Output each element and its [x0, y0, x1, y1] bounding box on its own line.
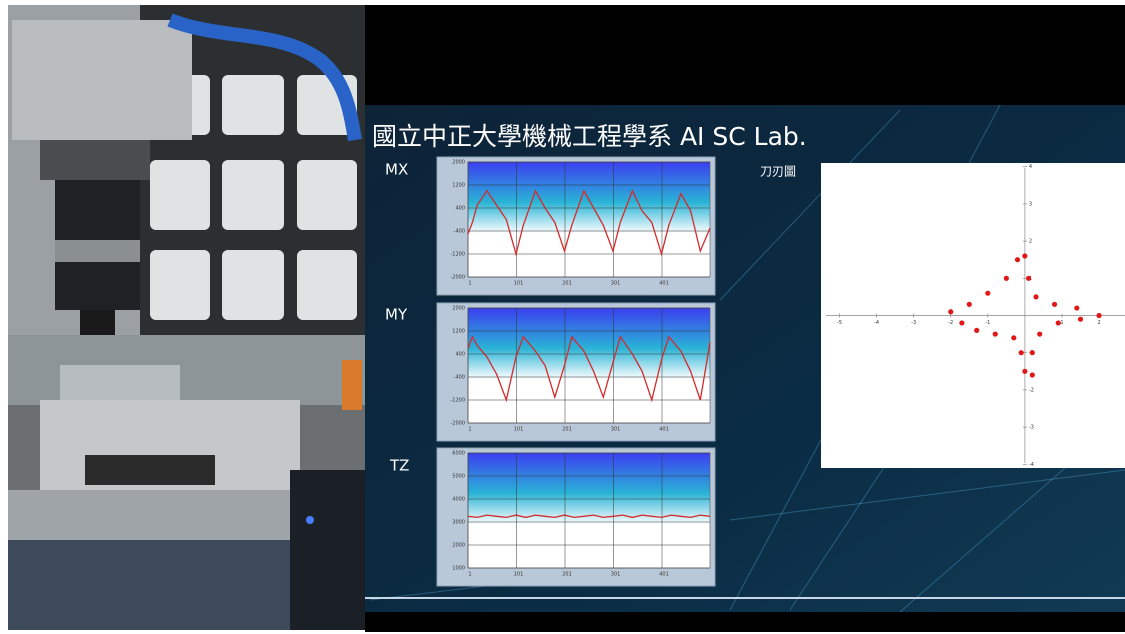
x-tick-label: 401 — [659, 427, 669, 433]
point — [1022, 253, 1028, 259]
x-tick-label: 401 — [659, 281, 669, 287]
point — [1096, 312, 1102, 319]
y-tick-label: -3 — [1029, 425, 1034, 431]
point — [1051, 301, 1058, 307]
x-tick-label: 201 — [562, 427, 572, 433]
point — [966, 301, 972, 307]
plot-area — [467, 307, 711, 424]
point — [948, 309, 954, 315]
point — [959, 320, 965, 326]
y-tick-label: 5000 — [452, 474, 465, 480]
x-tick-label: 1 — [468, 572, 471, 578]
x-tick-label: 201 — [562, 572, 572, 578]
point — [1055, 320, 1061, 326]
point — [974, 327, 980, 333]
y-tick-label: 1200 — [452, 329, 465, 335]
y-tick-label: -1200 — [450, 252, 465, 258]
x-tick-label: 1 — [468, 427, 471, 433]
chart-label: MY — [385, 306, 408, 324]
x-tick-label: -3 — [911, 320, 916, 326]
video-letterbox — [365, 5, 1125, 105]
plot-area — [467, 452, 711, 569]
y-tick-label: 2000 — [452, 160, 465, 166]
y-tick-label: 400 — [455, 206, 465, 212]
y-tick-label: 4 — [1029, 164, 1032, 170]
y-tick-label: 1200 — [452, 183, 465, 189]
data-line — [467, 514, 711, 519]
video-letterbox — [365, 612, 1125, 632]
slide-title: 國立中正大學機械工程學系 AI SC Lab. — [372, 122, 807, 151]
chart-label: MX — [385, 161, 408, 179]
x-tick-label: 101 — [514, 572, 524, 578]
point — [1022, 368, 1028, 374]
x-tick-label: 301 — [611, 572, 621, 578]
point — [1077, 316, 1084, 322]
y-tick-label: 2000 — [452, 306, 465, 312]
y-tick-label: 3000 — [452, 520, 465, 526]
y-tick-label: -2000 — [450, 421, 465, 427]
x-tick-label: -1 — [985, 320, 990, 326]
y-tick-label: -1200 — [450, 398, 465, 404]
chart-label: 刀刃圖 — [760, 165, 796, 179]
point — [1033, 294, 1039, 300]
y-tick-label: -400 — [454, 375, 465, 381]
point — [1026, 275, 1032, 281]
x-tick-label: 201 — [562, 281, 572, 287]
point — [1074, 305, 1080, 311]
x-tick-label: 101 — [514, 427, 524, 433]
point — [1014, 257, 1021, 263]
x-tick-label: 301 — [611, 281, 621, 287]
y-tick-label: -2000 — [450, 275, 465, 281]
y-tick-label: 2 — [1029, 239, 1032, 245]
chart-label: TZ — [389, 457, 409, 475]
plot-area — [467, 161, 711, 278]
x-tick-label: 1 — [468, 281, 471, 287]
y-tick-label: 3 — [1029, 201, 1032, 207]
x-tick-label: -4 — [874, 320, 879, 326]
x-tick-label: 401 — [659, 572, 669, 578]
x-tick-label: 101 — [514, 281, 524, 287]
y-tick-label: -400 — [454, 229, 465, 235]
y-tick-label: -4 — [1029, 462, 1034, 468]
x-tick-label: 1 — [1060, 320, 1063, 326]
y-tick-label: 4000 — [452, 497, 465, 503]
point — [1003, 275, 1009, 281]
data-line — [467, 189, 711, 257]
point — [1029, 372, 1035, 378]
y-tick-label: 2000 — [452, 543, 465, 549]
y-tick-label: 400 — [455, 352, 465, 358]
point — [1037, 331, 1043, 337]
point — [1018, 350, 1024, 356]
data-line — [467, 335, 711, 403]
x-tick-label: 301 — [611, 427, 621, 433]
x-tick-label: -5 — [837, 320, 842, 326]
point — [985, 290, 991, 296]
machine-photo — [8, 5, 365, 630]
y-tick-label: -2 — [1029, 387, 1034, 393]
point — [1011, 335, 1017, 341]
y-tick-label: 6000 — [452, 451, 465, 457]
x-tick-label: 2 — [1097, 320, 1100, 326]
point — [992, 331, 998, 337]
point — [1029, 350, 1035, 356]
x-tick-label: -2 — [948, 320, 953, 326]
y-tick-label: 1000 — [452, 566, 465, 572]
